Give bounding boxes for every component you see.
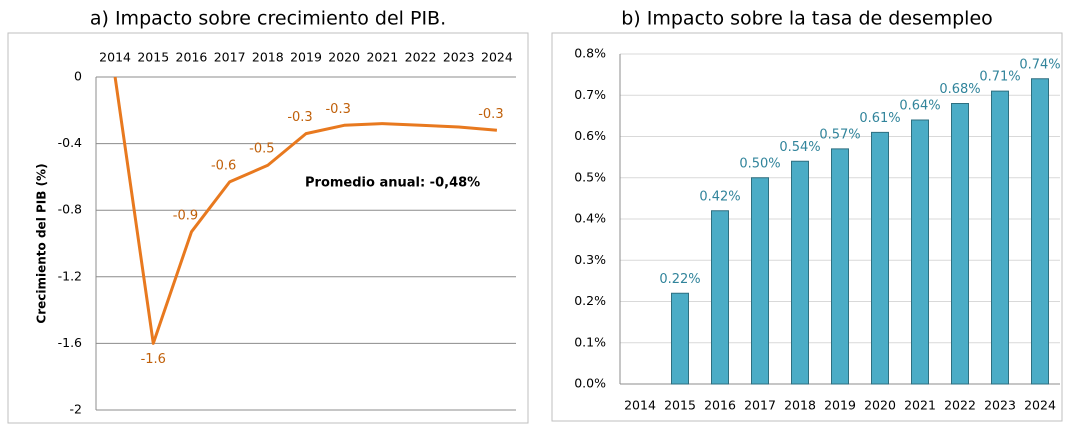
x-tick-label: 2019	[290, 50, 322, 65]
data-label: -0.3	[287, 110, 312, 125]
x-tick-label: 2021	[904, 398, 936, 413]
data-label: -0.3	[478, 107, 503, 122]
bar	[791, 160, 809, 385]
y-tick-label: 0.8%	[574, 46, 606, 61]
panel-frame	[7, 32, 529, 424]
x-tick-label: 2014	[624, 398, 656, 413]
y-tick-label: -1.2	[58, 268, 82, 283]
x-tick-label: 2023	[443, 50, 475, 65]
y-tick-label: -0.4	[58, 135, 82, 150]
x-tick-label: 2022	[405, 50, 437, 65]
bar	[831, 148, 849, 385]
bar	[751, 177, 769, 385]
chart-title: a) Impacto sobre crecimiento del PIB.	[90, 8, 446, 30]
y-tick-label: 0.4%	[574, 211, 606, 226]
data-label: -0.3	[325, 102, 350, 117]
y-tick-label: -0.8	[58, 202, 82, 217]
y-tick-label: 0.2%	[574, 293, 606, 308]
data-label: 0.71%	[979, 70, 1020, 85]
y-tick-label: 0.6%	[574, 128, 606, 143]
y-tick-label: 0.7%	[574, 87, 606, 102]
data-label: 0.22%	[659, 272, 700, 287]
line	[113, 76, 498, 345]
data-label: 0.54%	[779, 140, 820, 155]
x-tick-label: 2018	[252, 50, 284, 65]
x-tick-label: 2016	[704, 398, 736, 413]
panel-frame	[551, 32, 1063, 422]
data-label: -0.5	[249, 142, 274, 157]
bar	[991, 90, 1009, 385]
y-axis-label: Crecimiento del PIB (%)	[35, 163, 49, 323]
bar	[911, 119, 929, 385]
data-label: -1.6	[141, 352, 166, 367]
bar	[711, 210, 729, 385]
x-tick-label: 2024	[481, 50, 513, 65]
x-tick-label: 2015	[137, 50, 169, 65]
x-tick-label: 2024	[1024, 398, 1056, 413]
y-tick-label: -1.6	[58, 335, 82, 350]
data-label: 0.68%	[939, 82, 980, 97]
data-label: 0.74%	[1019, 57, 1060, 72]
x-tick-label: 2015	[664, 398, 696, 413]
bar	[951, 103, 969, 385]
bar	[1031, 78, 1049, 385]
x-tick-label: 2019	[824, 398, 856, 413]
x-tick-label: 2022	[944, 398, 976, 413]
x-tick-label: 2018	[784, 398, 816, 413]
y-tick-label: 0.1%	[574, 334, 606, 349]
data-label: -0.9	[173, 208, 198, 223]
y-tick-label: 0.5%	[574, 169, 606, 184]
y-tick-label: 0.0%	[574, 376, 606, 391]
chart-title: b) Impacto sobre la tasa de desempleo	[621, 8, 993, 30]
x-tick-label: 2014	[99, 50, 131, 65]
annotation: Promedio anual: -0,48%	[305, 176, 480, 191]
y-tick-label: 0.3%	[574, 252, 606, 267]
data-label: 0.42%	[699, 189, 740, 204]
x-tick-label: 2020	[864, 398, 896, 413]
bar	[671, 292, 689, 385]
x-tick-label: 2023	[984, 398, 1016, 413]
x-tick-label: 2017	[214, 50, 246, 65]
y-tick-label: 0	[74, 69, 82, 84]
y-tick-label: -2	[70, 402, 82, 417]
data-label: 0.57%	[819, 127, 860, 142]
x-tick-label: 2017	[744, 398, 776, 413]
bar	[871, 131, 889, 385]
x-tick-label: 2021	[366, 50, 398, 65]
data-label: -0.6	[211, 158, 236, 173]
x-tick-label: 2020	[328, 50, 360, 65]
data-label: 0.61%	[859, 111, 900, 126]
data-label: 0.50%	[739, 156, 780, 171]
data-label: 0.64%	[899, 99, 940, 114]
x-tick-label: 2016	[176, 50, 208, 65]
